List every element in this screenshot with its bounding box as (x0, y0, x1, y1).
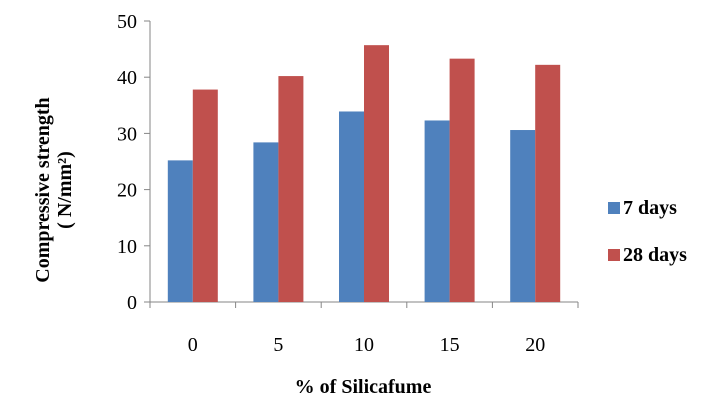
bar-28-days-10 (364, 45, 389, 302)
bar-28-days-20 (535, 64, 561, 302)
bars (167, 45, 561, 303)
x-tick-label: 10 (354, 334, 374, 356)
y-axis-title: Compressive strength ( N/mm²) (32, 97, 76, 282)
y-axis-title-line2: ( N/mm²) (54, 151, 76, 229)
bar-7-days-10 (339, 111, 364, 303)
x-tick-label: 15 (440, 334, 460, 356)
y-tick-label: 30 (117, 123, 137, 145)
y-tick-label: 20 (117, 180, 137, 202)
legend-swatch (608, 249, 620, 261)
y-tick-label: 40 (117, 67, 137, 89)
y-tick-label: 0 (127, 292, 137, 314)
x-axis: 0 5 10 15 20 (149, 301, 579, 356)
y-tick-label: 10 (117, 236, 137, 258)
y-axis: 0 10 20 30 40 50 (117, 11, 151, 314)
bar-7-days-0 (167, 160, 193, 302)
x-tick-label: 5 (273, 334, 283, 356)
bar-28-days-0 (192, 89, 218, 303)
legend-label: 28 days (623, 244, 687, 266)
legend-label: 7 days (623, 197, 677, 219)
x-tick-label: 20 (525, 334, 545, 356)
bar-7-days-20 (510, 130, 536, 302)
legend: 7 days 28 days (608, 197, 687, 266)
x-tick-label: 0 (188, 334, 198, 356)
bar-28-days-5 (278, 76, 304, 303)
bar-7-days-5 (253, 142, 279, 302)
bar-7-days-15 (424, 120, 450, 302)
y-axis-title-line1: Compressive strength (32, 97, 54, 282)
x-axis-title: % of Silicafume (295, 376, 432, 398)
y-tick-label: 50 (117, 11, 137, 33)
legend-swatch (608, 202, 620, 214)
bar-28-days-15 (449, 58, 475, 303)
